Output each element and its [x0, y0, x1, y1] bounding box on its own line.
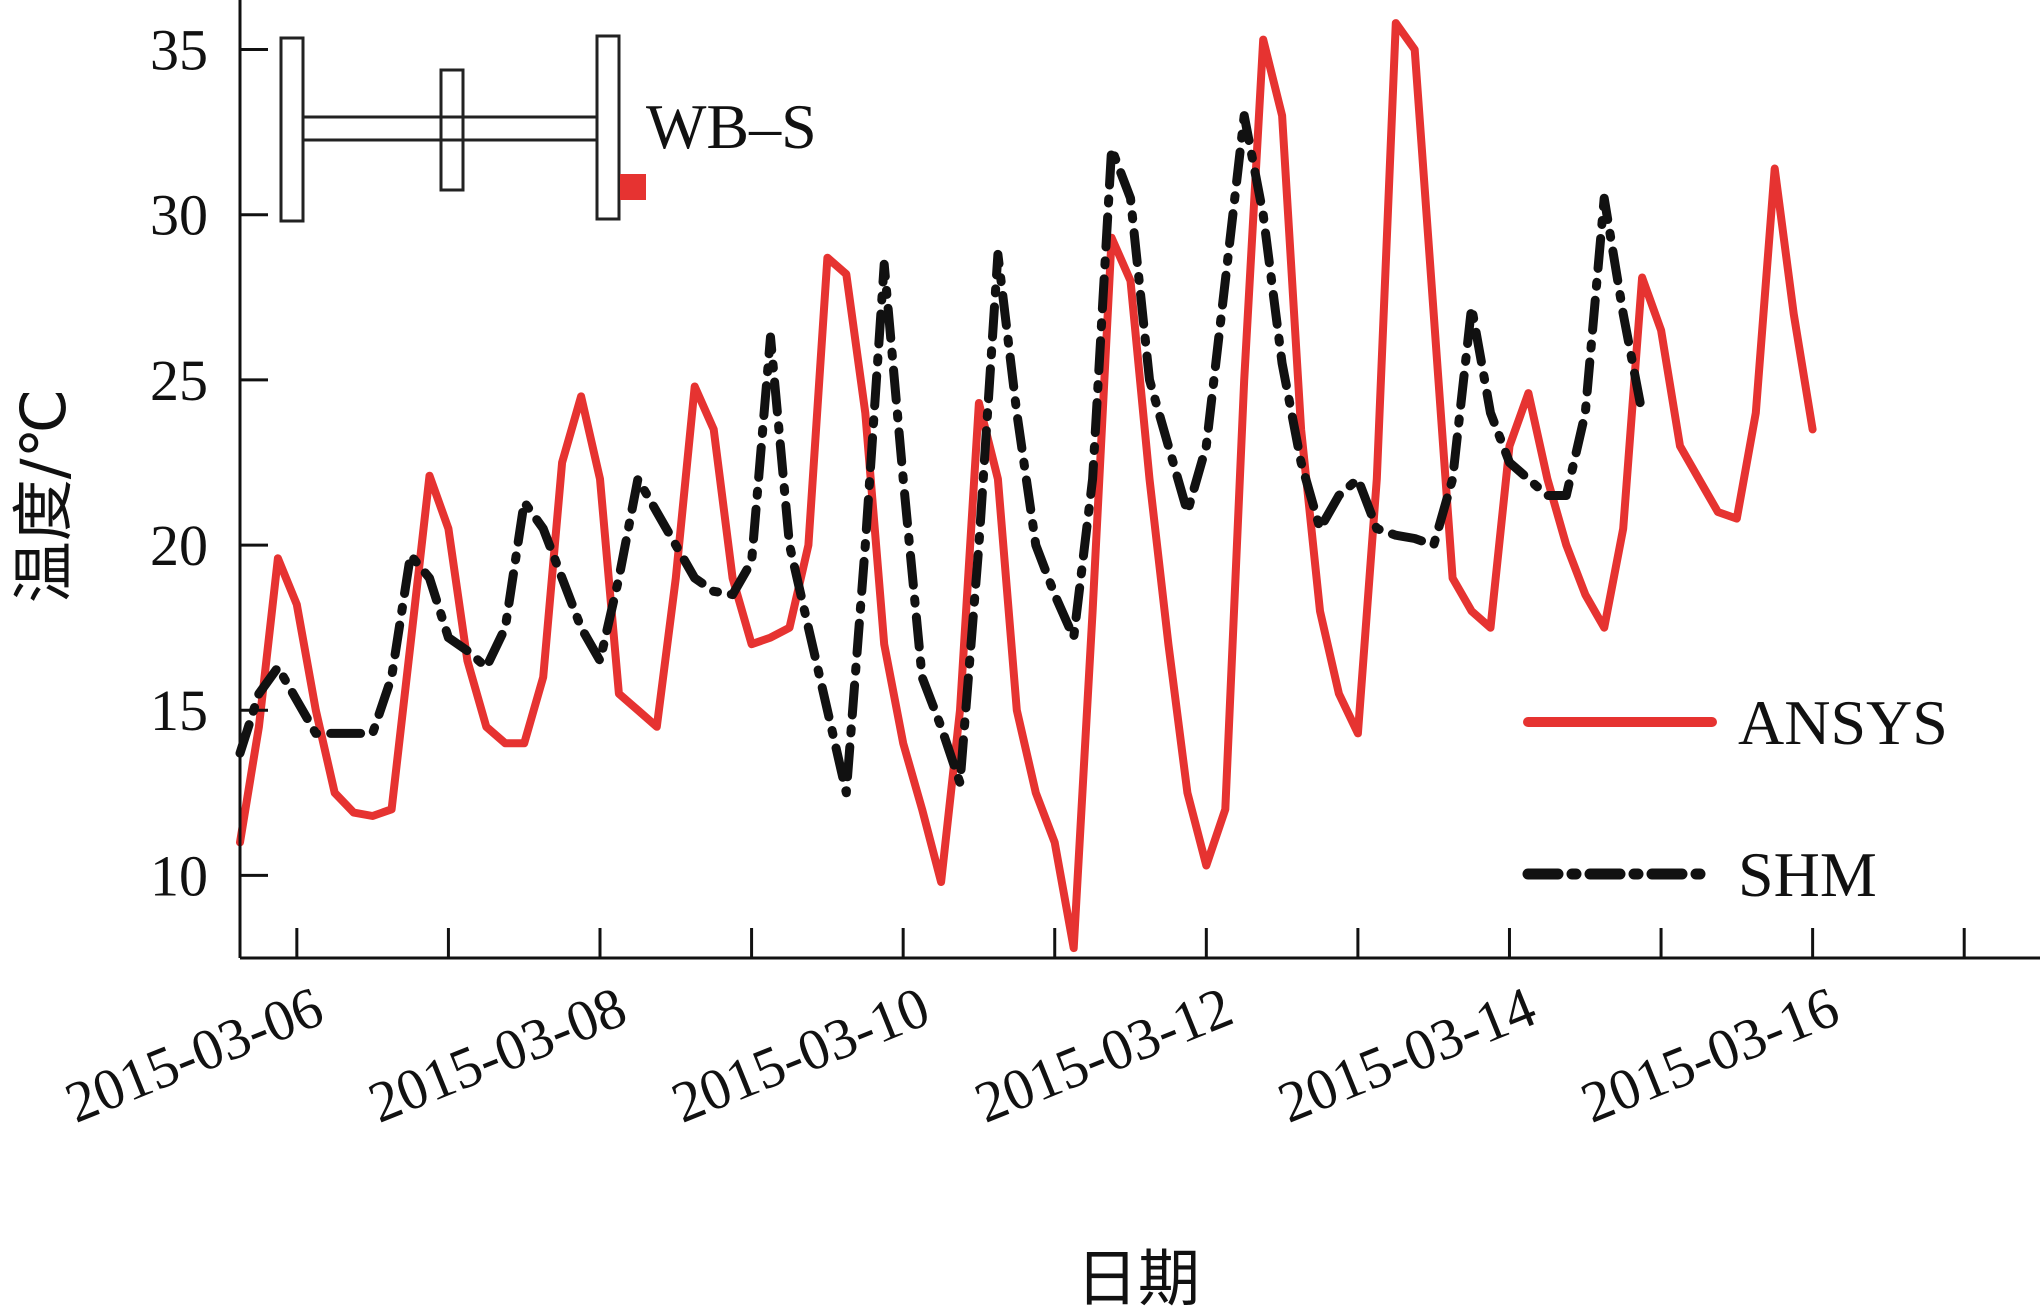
y-tick-label-15: 15: [150, 678, 208, 743]
y-tick-label-25: 25: [150, 348, 208, 413]
y-tick-label-20: 20: [150, 513, 208, 578]
inset-right-pier: [595, 34, 621, 221]
y-tick-label-10: 10: [150, 843, 208, 908]
x-axis-title: 日期: [1076, 1242, 1200, 1314]
x-tick-label-2015-03-16: 2015-03-16: [1572, 974, 1847, 1136]
y-axis-title: 温度/℃: [7, 389, 80, 604]
x-tick-label-2015-03-12: 2015-03-12: [966, 974, 1241, 1136]
legend-label-shm: SHM: [1738, 839, 1877, 910]
legend-label-ansys: ANSYS: [1738, 687, 1948, 758]
inset-left-pier: [279, 36, 305, 223]
y-tick-label-35: 35: [150, 18, 208, 83]
series-line-ansys: [236, 19, 1817, 953]
inset-middle-pier: [439, 68, 465, 192]
inset-sensor-marker: [620, 174, 646, 200]
x-tick-label-2015-03-10: 2015-03-10: [663, 974, 938, 1136]
x-tick-label-2015-03-14: 2015-03-14: [1269, 974, 1544, 1136]
legend: ANSYS SHM: [1522, 687, 1948, 910]
wb-s-inset-diagram: WB–S: [279, 34, 817, 223]
series-lines: [235, 19, 1817, 953]
inset-label: WB–S: [646, 91, 817, 162]
y-tick-label-30: 30: [150, 183, 208, 248]
x-tick-label-2015-03-08: 2015-03-08: [360, 974, 635, 1136]
x-tick-label-2015-03-06: 2015-03-06: [56, 974, 331, 1136]
series-line-shm: [235, 111, 1647, 798]
